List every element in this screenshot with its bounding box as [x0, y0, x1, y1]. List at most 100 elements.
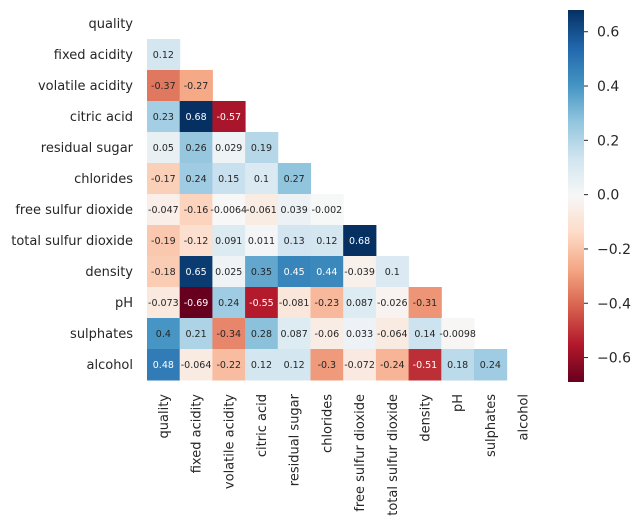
x-tick-label: quality — [157, 394, 172, 439]
heatmap-cell — [179, 163, 213, 195]
heatmap-cell — [212, 225, 246, 257]
cell-value: 0.039 — [281, 205, 308, 216]
y-tick-label: density — [85, 265, 133, 280]
cell-value: -0.23 — [315, 298, 340, 309]
heatmap-cell — [147, 225, 181, 257]
y-tick-label: quality — [89, 17, 134, 32]
cell-value: -0.064 — [377, 329, 408, 340]
cell-value: -0.69 — [184, 298, 209, 309]
colorbar-ticks: 0.6 0.4 0.2 0.0 −0.2 −0.4 −0.6 — [584, 25, 631, 367]
heatmap-cell — [245, 163, 279, 195]
y-tick-label: pH — [115, 296, 133, 311]
heatmap-cell — [212, 132, 246, 164]
cell-value: -0.16 — [184, 205, 209, 216]
cell-value: 0.45 — [284, 267, 305, 278]
x-tick-label: free sulfur dioxide — [353, 394, 368, 512]
heatmap-cell — [408, 349, 442, 381]
cell-value: -0.55 — [249, 298, 274, 309]
heatmap-cell — [375, 287, 410, 319]
cell-value: 0.05 — [153, 143, 174, 154]
heatmap-cell — [147, 256, 181, 288]
cell-value: 0.12 — [251, 360, 272, 371]
x-tick-label: citric acid — [255, 394, 270, 457]
heatmap-cell — [245, 287, 279, 319]
heatmap-cell — [277, 287, 311, 319]
colorbar-tick-label: −0.4 — [597, 296, 631, 312]
heatmap-cell — [375, 318, 410, 350]
heatmap-cell — [147, 39, 181, 71]
heatmap-cell — [147, 287, 181, 319]
cell-value: 0.19 — [251, 143, 272, 154]
heatmap-cell — [277, 318, 311, 350]
x-axis-labels: quality fixed acidity volatile acidity citr… — [157, 393, 532, 515]
cell-value: -0.31 — [413, 298, 438, 309]
y-tick-label: residual sugar — [41, 141, 134, 156]
heatmap-cell — [343, 318, 377, 350]
x-tick-label: total sulfur dioxide — [386, 394, 401, 516]
y-tick-label: volatile acidity — [38, 79, 133, 94]
heatmap-cell — [310, 256, 344, 288]
colorbar-tick-label: −0.2 — [597, 242, 631, 258]
cell-value: -0.37 — [151, 81, 176, 92]
cell-value: -0.19 — [151, 236, 176, 247]
cell-value: -0.18 — [151, 267, 176, 278]
cell-value: -0.57 — [216, 112, 241, 123]
heatmap-cell — [277, 349, 311, 381]
cell-value: -0.51 — [413, 360, 438, 371]
cell-value: 0.091 — [215, 236, 242, 247]
y-tick-label: total sulfur dioxide — [11, 234, 133, 249]
heatmap-cell — [212, 163, 246, 195]
cell-value: 0.1 — [385, 267, 400, 278]
colorbar-tick-label: −0.6 — [597, 351, 631, 367]
heatmap-cell — [212, 101, 246, 133]
cell-value: -0.072 — [344, 360, 375, 371]
cell-value: 0.24 — [185, 174, 206, 185]
heatmap-cell — [310, 349, 344, 381]
heatmap-cell — [147, 132, 181, 164]
heatmap-cell — [179, 318, 213, 350]
cell-value: 0.033 — [346, 329, 373, 340]
x-tick-label: chlorides — [320, 394, 335, 453]
heatmap-cell — [408, 287, 442, 319]
colorbar-tick-label: 0.6 — [597, 25, 619, 41]
cell-value: -0.064 — [181, 360, 212, 371]
heatmap-cell — [441, 349, 475, 381]
cell-value: 0.025 — [215, 267, 242, 278]
colorbar-gradient — [568, 10, 584, 382]
heatmap-cell — [245, 132, 279, 164]
cell-value: 0.15 — [218, 174, 239, 185]
heatmap-cell — [147, 101, 181, 133]
x-tick-label: residual sugar — [288, 393, 303, 486]
cell-value: 0.087 — [346, 298, 373, 309]
y-tick-label: citric acid — [70, 110, 133, 125]
heatmap-cell — [179, 101, 213, 133]
colorbar-tick-label: 0.4 — [597, 79, 619, 95]
heatmap-cell — [277, 256, 311, 288]
cell-value: -0.24 — [380, 360, 405, 371]
cell-value: 0.48 — [153, 360, 174, 371]
cell-value: 0.087 — [281, 329, 308, 340]
colorbar-tick-label: 0.2 — [597, 133, 619, 149]
cell-value: -0.0098 — [439, 329, 476, 340]
cell-value: 0.21 — [185, 329, 206, 340]
cell-value: -0.27 — [184, 81, 209, 92]
cell-value: -0.039 — [344, 267, 375, 278]
cell-value: 0.1 — [254, 174, 269, 185]
colorbar-tick-label: 0.0 — [597, 188, 619, 204]
heatmap-cell — [277, 163, 311, 195]
cell-value: -0.06 — [315, 329, 340, 340]
cell-value: -0.0064 — [210, 205, 247, 216]
heatmap-cell — [179, 132, 213, 164]
heatmap-cell — [245, 349, 279, 381]
cell-value: -0.073 — [148, 298, 179, 309]
cell-value: -0.3 — [318, 360, 337, 371]
heatmap-cell — [179, 287, 213, 319]
heatmap-cell — [212, 256, 246, 288]
cell-value: 0.35 — [251, 267, 272, 278]
x-tick-label: pH — [451, 394, 466, 412]
cell-value: 0.12 — [153, 50, 174, 61]
cell-value: 0.28 — [251, 329, 272, 340]
heatmap-cell — [245, 194, 279, 226]
heatmap-cell — [343, 349, 377, 381]
x-tick-label: volatile acidity — [222, 394, 237, 489]
